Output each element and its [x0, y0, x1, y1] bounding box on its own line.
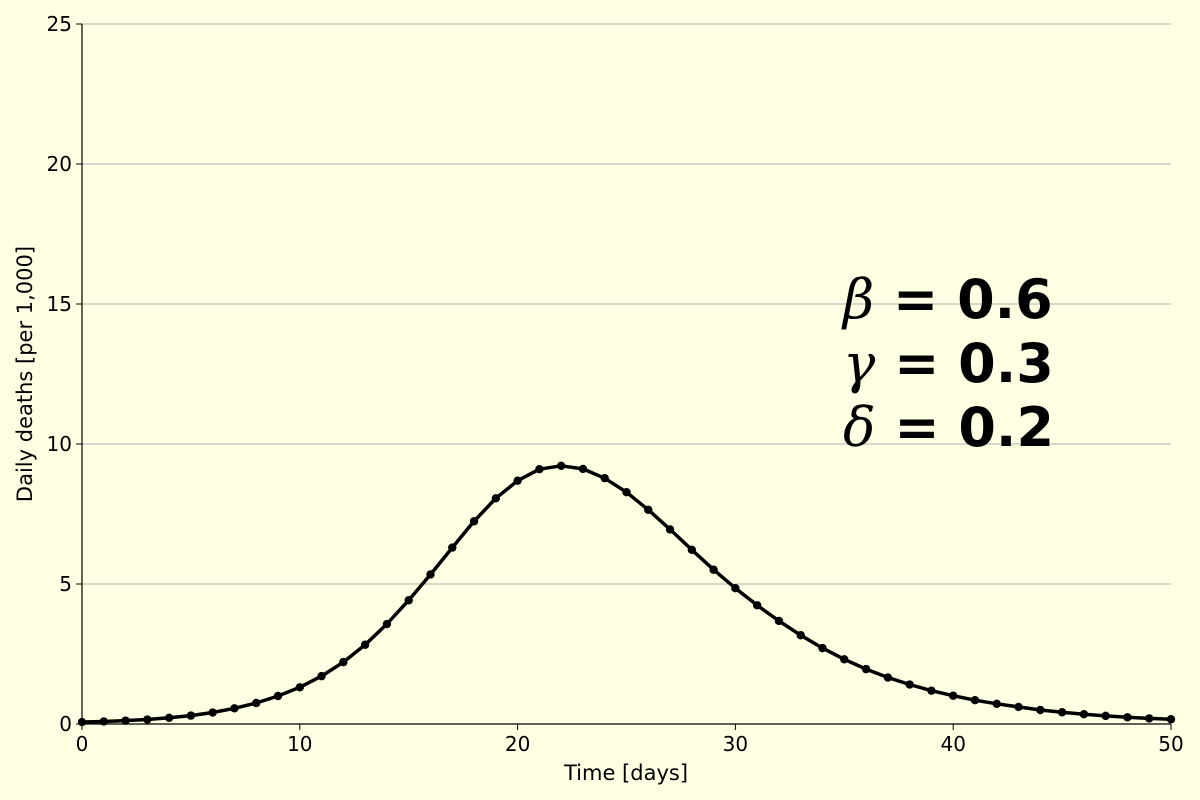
data-point [752, 601, 762, 610]
data-point [295, 683, 304, 692]
x-tick-label-40: 40 [940, 732, 965, 756]
annotation-gamma-symbol: γ [843, 332, 876, 395]
data-point [252, 698, 261, 708]
grid [82, 23, 1171, 585]
annotation-delta-value: = 0.2 [876, 396, 1055, 459]
data-point [535, 465, 544, 474]
data-point [796, 631, 805, 640]
data-point [230, 704, 239, 713]
y-tick-label-25: 25 [47, 12, 72, 36]
ticks: 0 5 10 15 20 25 0 10 20 30 40 50 [47, 12, 1184, 756]
data-point [426, 570, 435, 579]
data-point [1101, 711, 1110, 721]
data-point [970, 696, 980, 705]
data-point [339, 657, 348, 667]
data-point [317, 671, 326, 681]
data-point [513, 476, 522, 485]
data-point [77, 717, 87, 727]
data-point [469, 517, 479, 526]
data-point [883, 673, 893, 682]
y-tick-label-0: 0 [59, 712, 72, 736]
x-tick-label-50: 50 [1158, 732, 1183, 756]
annotation-beta-symbol: β [841, 268, 874, 331]
data-point [1166, 715, 1176, 724]
data-point [1079, 710, 1089, 719]
data-point [273, 691, 283, 701]
x-tick-label-20: 20 [505, 732, 530, 756]
data-point [143, 715, 152, 724]
data-point [818, 643, 827, 653]
y-axis-label: Daily deaths [per 1,000] [13, 246, 37, 502]
data-point [578, 464, 588, 474]
data-point [992, 699, 1001, 709]
data-point [404, 596, 413, 605]
x-tick-label-10: 10 [287, 732, 312, 756]
annotation-beta: β = 0.6 [841, 268, 1053, 331]
data-point [360, 640, 370, 649]
x-axis-label: Time [days] [563, 761, 688, 785]
data-point [208, 708, 217, 717]
data-point [927, 686, 936, 695]
y-tick-label-10: 10 [47, 432, 72, 456]
x-tick-label-0: 0 [76, 732, 89, 756]
data-point [1014, 702, 1023, 712]
data-point [99, 717, 108, 726]
parameter-annotations: β = 0.6 γ = 0.3 δ = 0.2 [841, 268, 1054, 459]
data-point [1145, 714, 1154, 723]
x-tick-label-30: 30 [723, 732, 748, 756]
data-point [382, 619, 392, 629]
data-point [1123, 713, 1132, 722]
y-tick-label-20: 20 [47, 152, 72, 176]
axis-labels: Time [days] Daily deaths [per 1,000] [13, 246, 688, 785]
data-point [448, 543, 457, 552]
data-point [949, 691, 958, 700]
data-point [709, 565, 718, 574]
data-point [186, 711, 196, 720]
data-point [622, 487, 631, 497]
y-tick-label-5: 5 [59, 572, 72, 596]
annotation-gamma: γ = 0.3 [843, 332, 1054, 395]
data-point [1057, 708, 1067, 717]
annotation-gamma-value: = 0.3 [875, 332, 1054, 395]
data-point [600, 473, 609, 483]
annotation-delta: δ = 0.2 [843, 396, 1054, 459]
annotation-delta-symbol: δ [843, 396, 876, 459]
data-point [905, 680, 914, 689]
y-tick-label-15: 15 [47, 292, 72, 316]
data-point [491, 494, 501, 503]
data-point [121, 716, 130, 725]
axes [81, 24, 1171, 725]
data-point [665, 525, 675, 534]
data-point [687, 545, 697, 555]
data-point [861, 664, 871, 674]
annotation-beta-value: = 0.6 [874, 268, 1053, 331]
data-point [731, 584, 740, 593]
data-point [164, 713, 174, 723]
series [77, 461, 1176, 727]
data-point [1036, 705, 1045, 715]
data-point [840, 655, 849, 664]
data-point [774, 616, 784, 626]
data-point [644, 505, 653, 514]
data-point [556, 461, 566, 471]
